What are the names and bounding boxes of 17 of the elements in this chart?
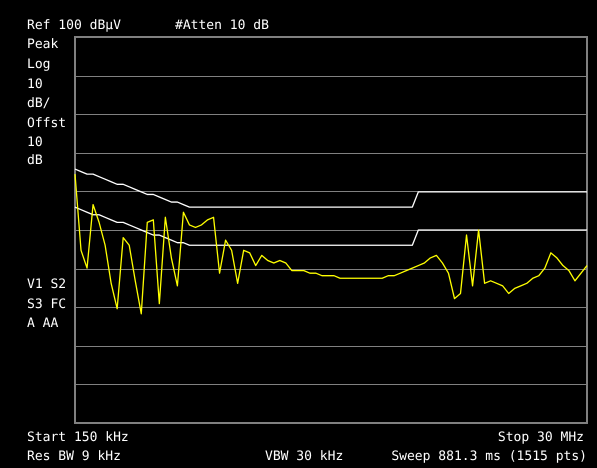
text: Peak (27, 37, 58, 52)
text: Log (27, 57, 50, 72)
text: Res BW 9 kHz (27, 449, 121, 464)
text: Start 150 kHz (27, 430, 129, 445)
text: Stop 30 MHz (498, 430, 584, 445)
text: dB (27, 153, 43, 168)
text: dB/ (27, 96, 50, 111)
text: Sweep 881.3 ms (1515 pts) (391, 449, 587, 464)
text: V1 S2 (27, 277, 66, 292)
text: Offst (27, 116, 66, 131)
text: #Atten 10 dB (175, 18, 270, 33)
text: Ref 100 dBμV (27, 18, 122, 33)
text: A AA (27, 316, 58, 331)
text: 10 (27, 77, 43, 92)
text: VBW 30 kHz (265, 449, 344, 464)
text: S3 FC (27, 297, 66, 312)
text: 10 (27, 135, 43, 150)
